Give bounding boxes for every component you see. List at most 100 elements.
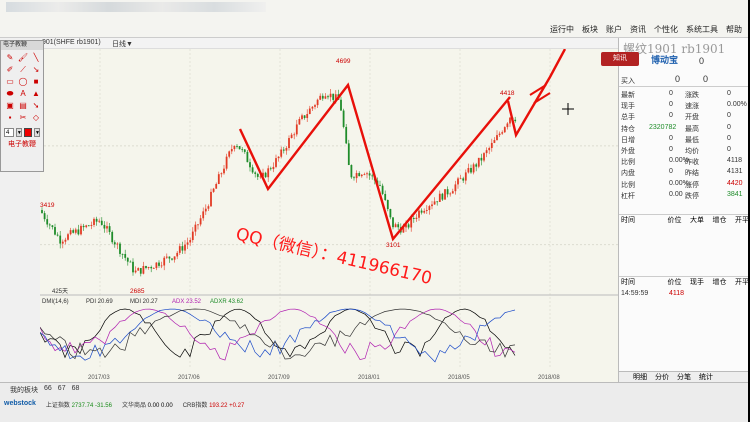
candle-body (360, 174, 363, 177)
brush-icon[interactable]: 🖌 (17, 53, 29, 62)
menu-item-sector[interactable]: 板块 (582, 25, 598, 34)
rect-filled-icon[interactable]: ■ (33, 77, 39, 86)
indicator-line-1 (39, 308, 516, 361)
candle-body (308, 108, 311, 115)
candle-body (152, 268, 155, 269)
candle-body (269, 168, 272, 170)
tab-tick[interactable]: 分笔 (677, 374, 691, 381)
screen-icon[interactable]: ▤ (19, 101, 27, 110)
quote-bottom-tabs: 明细 分价 分笔 统计 (619, 371, 750, 382)
candle-body (191, 231, 194, 241)
menu-item-help[interactable]: 帮助 (726, 25, 742, 34)
chart-period-selector[interactable]: 日线▼ (112, 41, 133, 48)
palette-title: 电子教鞭 (1, 41, 43, 50)
slash-icon[interactable]: ⟋ (20, 65, 26, 74)
candle-body (438, 193, 441, 202)
candle-body (72, 230, 75, 233)
arrow-icon[interactable]: ↘ (32, 65, 40, 74)
line-icon[interactable]: ╲ (33, 53, 39, 62)
candle-body (272, 166, 275, 170)
tab-stats[interactable]: 统计 (699, 374, 713, 381)
buy-value: 0 (675, 74, 681, 84)
ellipse-filled-icon[interactable]: ⬬ (6, 89, 14, 98)
candle-body (392, 217, 394, 228)
quote-label-right-0: 涨跌 (685, 92, 699, 99)
menu-item-news[interactable]: 资讯 (630, 25, 646, 34)
ellipse-outline-icon[interactable]: ◯ (18, 77, 28, 86)
image-icon[interactable]: ▣ (6, 101, 14, 110)
candle-body (347, 143, 350, 165)
candle-body (46, 219, 49, 225)
tab-detail[interactable]: 明细 (633, 374, 647, 381)
rect-outline-icon[interactable]: ▭ (6, 77, 14, 86)
triangle-icon[interactable]: ▲ (32, 89, 40, 98)
candle-body (498, 133, 501, 136)
buy-label: 买入 (621, 78, 635, 85)
candle-body (293, 134, 296, 136)
candle-body (241, 149, 244, 151)
x-tick-label-2: 2017/09 (268, 375, 290, 381)
candle-body (160, 265, 163, 267)
quote-panel: 螺纹1901 rb1901 知讯 博动宝 0 买入 0 0 最新 0 涨跌 0 现手 0 速… (601, 38, 750, 382)
bodongbao-button[interactable]: 博动宝 (651, 53, 678, 66)
ticks-header-price: 价位 (667, 217, 682, 224)
label-low: 3101 (386, 242, 401, 249)
quote-label-right-9: 跌停 (685, 192, 699, 200)
candle-body (405, 224, 407, 228)
tab-price[interactable]: 分价 (655, 374, 669, 381)
candle-body (355, 173, 358, 179)
save-icon[interactable]: ▪ (8, 113, 12, 122)
candle-body (485, 150, 488, 154)
zhixun-label: 知讯 (613, 55, 627, 62)
menu-item-running[interactable]: 运行中 (550, 25, 574, 34)
candle-body (298, 118, 301, 125)
ticker-2[interactable]: CRB指数 193.22 +0.27 (183, 400, 245, 410)
menu-item-account[interactable]: 账户 (606, 25, 622, 34)
candle-body (171, 258, 173, 260)
zhixun-button[interactable]: 知讯 (601, 52, 639, 66)
text-icon[interactable]: A (20, 89, 26, 98)
candle-body (186, 242, 189, 245)
candle-body (233, 146, 236, 150)
quote-label-left-6: 比例 (621, 159, 635, 167)
candle-body (350, 164, 353, 178)
width-dropdown-icon[interactable]: ▼ (15, 127, 22, 137)
tab-66[interactable]: 66 (44, 385, 52, 392)
candle-body (77, 229, 80, 235)
candle-body (228, 151, 231, 157)
candle-body (119, 243, 121, 254)
menu-item-personalize[interactable]: 个性化 (654, 25, 678, 34)
tab-my-sector[interactable]: 我的板块 (10, 387, 38, 394)
menu-item-system-tools[interactable]: 系统工具 (686, 25, 718, 34)
candle-body (95, 218, 98, 222)
tab-67[interactable]: 67 (57, 385, 66, 392)
candle-body (314, 105, 316, 107)
clip-icon[interactable]: ✂ (19, 113, 27, 122)
highlighter-icon[interactable]: ✐ (6, 65, 14, 74)
ticker-1[interactable]: 文华商品 0.00 0.00 (122, 400, 173, 410)
quote-value-left-1: 0 (669, 101, 673, 109)
quote-value-right-5: 0 (727, 146, 731, 153)
color-swatch[interactable] (23, 127, 32, 137)
ticker-0[interactable]: 上证指数 2737.74 -31.56 (46, 400, 112, 410)
candle-body (106, 226, 108, 229)
quote-label-right-6: 昨收 (685, 159, 699, 167)
candle-body (384, 193, 387, 201)
candle-body (82, 225, 85, 228)
color-dropdown-icon[interactable]: ▼ (34, 127, 40, 137)
tab-68[interactable]: 68 (71, 385, 80, 392)
candle-body (277, 156, 280, 159)
candle-body (425, 209, 428, 211)
width-field[interactable]: 4 (4, 127, 14, 137)
quote-value-right-8: 4420 (727, 179, 743, 187)
pen-icon[interactable]: ✎ (6, 53, 14, 62)
candle-body (147, 267, 150, 268)
cursor-icon[interactable]: ➘ (32, 101, 40, 110)
label-high: 4699 (336, 58, 351, 65)
candle-body (397, 224, 400, 228)
chart-area[interactable]: 4000300046994418310126853419425天QQ（微信）：4… (22, 48, 618, 382)
eraser-icon[interactable]: ◇ (32, 113, 40, 122)
candle-body (176, 252, 179, 257)
quote-value-right-2: 0 (727, 112, 731, 120)
